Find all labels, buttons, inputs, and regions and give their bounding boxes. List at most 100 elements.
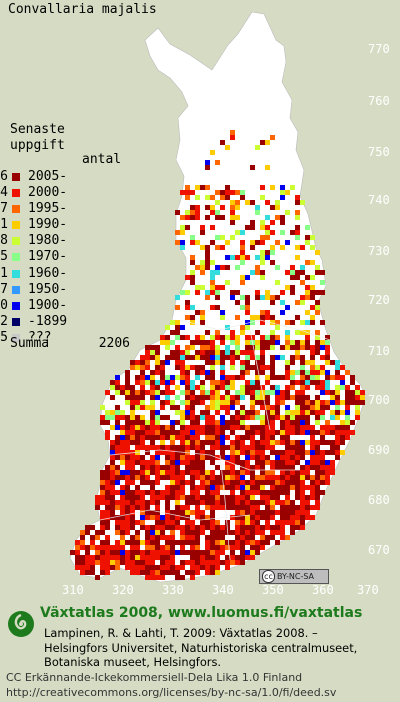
occurrence-cell: [260, 440, 265, 445]
occurrence-cell: [195, 455, 200, 460]
occurrence-cell: [205, 405, 210, 410]
occurrence-cell: [180, 410, 185, 415]
occurrence-cell: [275, 200, 280, 205]
occurrence-cell: [250, 355, 255, 360]
occurrence-cell: [235, 265, 240, 270]
occurrence-cell: [220, 485, 225, 490]
occurrence-cell: [175, 455, 180, 460]
occurrence-cell: [235, 520, 240, 525]
occurrence-cell: [105, 435, 110, 440]
occurrence-cell: [255, 290, 260, 295]
occurrence-cell: [150, 530, 155, 535]
occurrence-cell: [195, 205, 200, 210]
occurrence-cell: [300, 375, 305, 380]
occurrence-cell: [285, 465, 290, 470]
occurrence-cell: [335, 390, 340, 395]
occurrence-cell: [250, 410, 255, 415]
occurrence-cell: [345, 370, 350, 375]
y-tick: 680: [368, 493, 390, 507]
occurrence-cell: [165, 570, 170, 575]
occurrence-cell: [175, 350, 180, 355]
occurrence-cell: [240, 360, 245, 365]
occurrence-cell: [175, 565, 180, 570]
occurrence-cell: [270, 390, 275, 395]
occurrence-cell: [210, 495, 215, 500]
occurrence-cell: [260, 350, 265, 355]
occurrence-cell: [170, 465, 175, 470]
occurrence-cell: [195, 215, 200, 220]
legend-swatch: [12, 221, 20, 230]
occurrence-cell: [245, 340, 250, 345]
occurrence-cell: [285, 345, 290, 350]
occurrence-cell: [265, 480, 270, 485]
occurrence-cell: [190, 320, 195, 325]
occurrence-cell: [280, 465, 285, 470]
occurrence-cell: [100, 525, 105, 530]
occurrence-cell: [310, 505, 315, 510]
occurrence-cell: [295, 430, 300, 435]
occurrence-cell: [305, 440, 310, 445]
occurrence-cell: [310, 425, 315, 430]
occurrence-cell: [175, 540, 180, 545]
occurrence-cell: [345, 390, 350, 395]
occurrence-cell: [235, 460, 240, 465]
occurrence-cell: [335, 400, 340, 405]
occurrence-cell: [135, 560, 140, 565]
brand-title[interactable]: Växtatlas 2008, www.luomus.fi/vaxtatlas: [40, 605, 363, 621]
occurrence-cell: [135, 380, 140, 385]
occurrence-cell: [155, 370, 160, 375]
occurrence-cell: [295, 525, 300, 530]
occurrence-grid-cells: [70, 130, 365, 580]
occurrence-cell: [270, 245, 275, 250]
occurrence-cell: [185, 380, 190, 385]
occurrence-cell: [190, 510, 195, 515]
occurrence-cell: [285, 320, 290, 325]
occurrence-cell: [325, 425, 330, 430]
occurrence-cell: [300, 520, 305, 525]
occurrence-cell: [105, 470, 110, 475]
occurrence-cell: [175, 430, 180, 435]
occurrence-cell: [300, 415, 305, 420]
occurrence-cell: [150, 500, 155, 505]
license-text[interactable]: CC Erkännande-Ickekommersiell-Dela Lika …: [6, 671, 337, 699]
occurrence-cell: [320, 405, 325, 410]
occurrence-cell: [270, 260, 275, 265]
occurrence-cell: [235, 315, 240, 320]
occurrence-cell: [210, 225, 215, 230]
occurrence-cell: [195, 485, 200, 490]
occurrence-cell: [175, 325, 180, 330]
occurrence-cell: [265, 470, 270, 475]
occurrence-cell: [245, 555, 250, 560]
occurrence-cell: [265, 255, 270, 260]
occurrence-cell: [135, 565, 140, 570]
occurrence-cell: [200, 400, 205, 405]
occurrence-cell: [350, 430, 355, 435]
occurrence-cell: [230, 380, 235, 385]
occurrence-cell: [180, 325, 185, 330]
occurrence-cell: [175, 525, 180, 530]
x-tick: 360: [312, 583, 334, 597]
occurrence-cell: [160, 425, 165, 430]
occurrence-cell: [160, 570, 165, 575]
occurrence-cell: [275, 520, 280, 525]
occurrence-cell: [310, 440, 315, 445]
occurrence-cell: [110, 445, 115, 450]
occurrence-cell: [140, 355, 145, 360]
cc-license-badge[interactable]: cc BY-NC-SA: [259, 569, 329, 584]
occurrence-cell: [190, 490, 195, 495]
occurrence-cell: [175, 570, 180, 575]
occurrence-cell: [180, 375, 185, 380]
occurrence-cell: [105, 510, 110, 515]
occurrence-cell: [295, 455, 300, 460]
occurrence-cell: [155, 460, 160, 465]
occurrence-cell: [245, 310, 250, 315]
occurrence-cell: [230, 455, 235, 460]
occurrence-cell: [105, 505, 110, 510]
occurrence-cell: [210, 440, 215, 445]
occurrence-cell: [150, 380, 155, 385]
occurrence-cell: [285, 485, 290, 490]
occurrence-cell: [255, 360, 260, 365]
occurrence-cell: [200, 265, 205, 270]
occurrence-cell: [325, 440, 330, 445]
occurrence-cell: [100, 470, 105, 475]
